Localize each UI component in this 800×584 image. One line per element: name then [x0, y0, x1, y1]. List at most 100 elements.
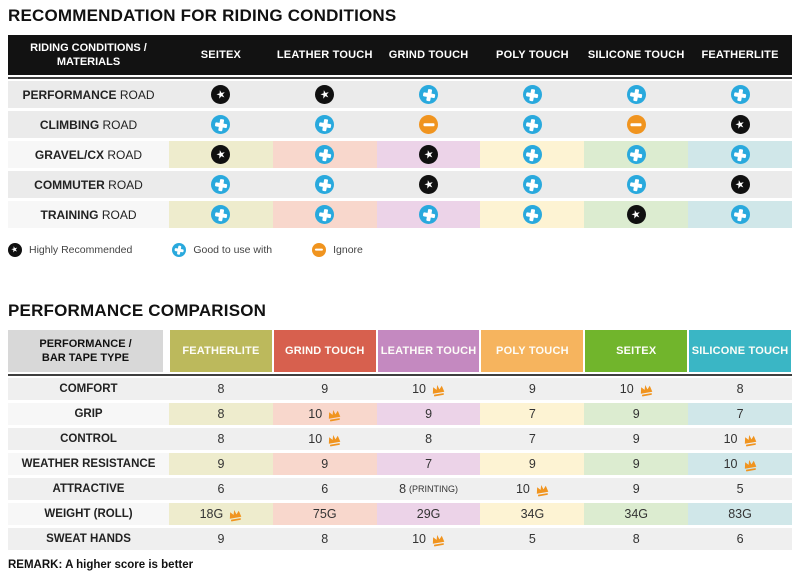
plus-icon — [419, 205, 439, 224]
score-cell: 7 — [688, 403, 792, 425]
score-cell: 7 — [480, 403, 585, 425]
row-label: SWEAT HANDS — [8, 528, 169, 550]
score-cell: 8 — [376, 428, 481, 450]
score-cell: 7 — [480, 428, 585, 450]
score-value: 10 — [723, 432, 738, 446]
corner-header-line1: PERFORMANCE / — [39, 337, 132, 350]
row-label: GRIP — [8, 403, 169, 425]
rating-cell — [376, 111, 481, 138]
plus-icon — [315, 115, 335, 134]
plus-icon — [315, 205, 335, 224]
corner-header-line2: BAR TAPE TYPE — [41, 352, 130, 364]
row-label: WEATHER RESISTANCE — [8, 453, 169, 475]
score-value: 6 — [217, 482, 225, 496]
rating-cell — [169, 141, 273, 168]
table-row: WEATHER RESISTANCE 9 9 7 9 9 10 — [8, 453, 792, 475]
legend-label: Good to use with — [193, 243, 273, 256]
score-value: 5 — [736, 482, 744, 496]
plus-icon — [172, 242, 187, 257]
score-value: 8 — [736, 382, 744, 396]
rating-cell — [688, 201, 792, 228]
score-cell: 10 — [688, 428, 792, 450]
crown-icon — [638, 382, 654, 397]
score-cell: 6 — [169, 478, 273, 500]
plus-icon — [211, 175, 231, 194]
plus-icon — [730, 85, 750, 104]
rating-cell — [376, 81, 481, 108]
legend-item: Good to use with — [172, 242, 273, 257]
score-value: 8 — [217, 382, 225, 396]
score-value: 34G — [520, 507, 545, 521]
corner-header: PERFORMANCE / BAR TAPE TYPE — [8, 330, 163, 372]
row-label: GRAVEL/CX ROAD — [8, 141, 169, 168]
rating-cell — [169, 201, 273, 228]
rating-cell — [169, 171, 273, 198]
rating-cell — [688, 141, 792, 168]
score-cell: 9 — [169, 528, 273, 550]
riding-table-header: RIDING CONDITIONS / MATERIALS SEITEX LEAT… — [8, 35, 792, 75]
column-header: SILICONE TOUCH — [689, 330, 791, 372]
legend-label: Ignore — [333, 243, 363, 256]
score-cell: 18G — [169, 503, 273, 525]
row-label: CONTROL — [8, 428, 169, 450]
rating-cell — [169, 111, 273, 138]
rating-cell — [584, 201, 689, 228]
column-header: POLY TOUCH — [481, 330, 584, 372]
rating-cell — [688, 171, 792, 198]
score-value: 10 — [412, 532, 427, 546]
table-row: GRAVEL/CX ROAD — [8, 141, 792, 168]
score-cell: 10 — [688, 453, 792, 475]
rating-cell — [584, 81, 689, 108]
column-header: LEATHER TOUCH — [377, 330, 480, 372]
crown-icon — [326, 407, 342, 422]
score-suffix: (PRINTING) — [409, 484, 459, 494]
rating-cell — [272, 171, 377, 198]
corner-header-line2: MATERIALS — [56, 56, 121, 68]
star-icon — [419, 175, 439, 194]
column-header: FEATHERLITE — [170, 330, 272, 372]
minus-icon — [312, 242, 327, 257]
score-value: 29G — [416, 507, 441, 521]
score-value: 9 — [528, 382, 536, 396]
plus-icon — [522, 205, 542, 224]
minus-icon — [626, 115, 646, 134]
plus-icon — [522, 85, 542, 104]
score-cell: 34G — [584, 503, 689, 525]
legend-label: Highly Recommended — [29, 243, 133, 256]
corner-header-line1: RIDING CONDITIONS / — [30, 41, 147, 54]
performance-table-body: COMFORT 8 9 10 9 10 8 GRIP 8 10 9 7 9 7 CONTROL 8 10 8 7 9 1… — [8, 378, 792, 550]
score-value: 7 — [528, 432, 536, 446]
score-cell: 6 — [272, 478, 377, 500]
score-cell: 34G — [480, 503, 585, 525]
column-header: SEITEX — [585, 330, 688, 372]
column-header: SEITEX — [200, 49, 242, 61]
score-cell: 83G — [688, 503, 792, 525]
column-header: GRIND TOUCH — [273, 330, 376, 372]
score-value: 10 — [308, 407, 323, 421]
star-icon — [211, 85, 231, 104]
star-icon — [211, 145, 231, 164]
score-cell: 9 — [584, 453, 689, 475]
score-value: 9 — [321, 382, 329, 396]
score-cell: 8 — [169, 378, 273, 400]
score-cell: 9 — [272, 378, 377, 400]
plus-icon — [730, 145, 750, 164]
row-label: PERFORMANCE ROAD — [8, 81, 169, 108]
score-cell: 9 — [376, 403, 481, 425]
rating-cell — [169, 81, 273, 108]
rating-cell — [480, 201, 585, 228]
plus-icon — [315, 145, 335, 164]
column-header: POLY TOUCH — [496, 49, 569, 61]
table-row: SWEAT HANDS 9 8 10 5 8 6 — [8, 528, 792, 550]
row-label: CLIMBING ROAD — [8, 111, 169, 138]
score-value: 34G — [624, 507, 649, 521]
rating-cell — [584, 111, 689, 138]
score-value: 9 — [217, 532, 225, 546]
section-spacer — [8, 257, 792, 301]
row-label: COMFORT — [8, 378, 169, 400]
row-label: ATTRACTIVE — [8, 478, 169, 500]
performance-table: PERFORMANCE / BAR TAPE TYPE FEATHERLITE G… — [8, 330, 792, 550]
star-icon — [626, 205, 646, 224]
score-cell: 10 — [376, 378, 481, 400]
header-divider — [8, 77, 792, 79]
